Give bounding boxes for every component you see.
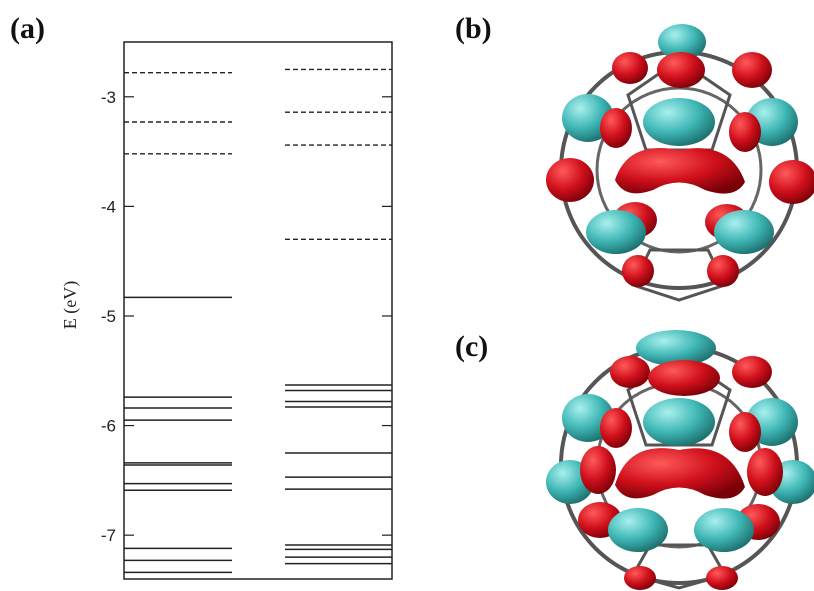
panel-label-c: (c)	[455, 330, 489, 363]
y-tick-label: -4	[101, 197, 116, 216]
y-tick-label: -6	[101, 417, 116, 436]
panel-label-a: (a)	[10, 12, 45, 45]
y-tick-label: -3	[101, 88, 116, 107]
y-tick-label: -7	[101, 526, 116, 545]
panel-label-b: (b)	[455, 12, 492, 45]
y-axis-label: E (eV)	[60, 281, 81, 329]
y-tick-label: -5	[101, 307, 116, 326]
plot-frame	[123, 41, 393, 580]
